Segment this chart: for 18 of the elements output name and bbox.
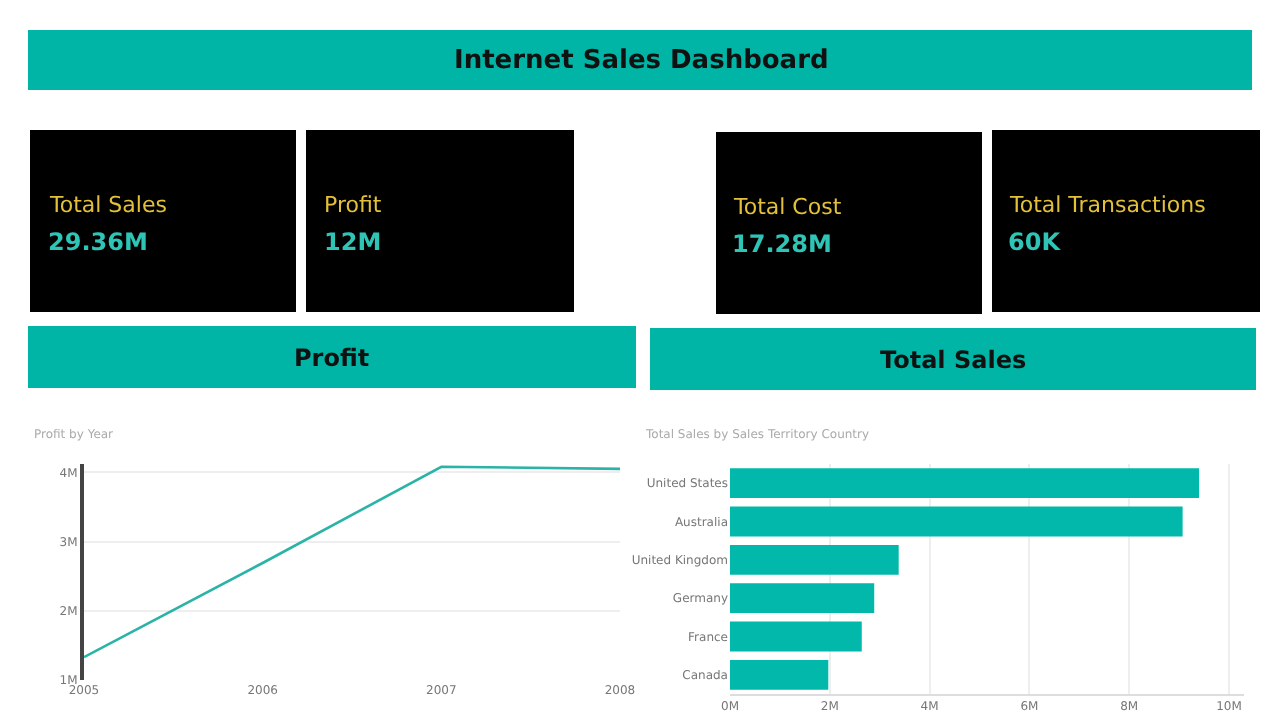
text: Total Sales: [880, 346, 1027, 374]
text: Internet Sales Dashboard: [454, 46, 829, 76]
bar: [730, 544, 899, 575]
text: Total Transactions: [1008, 192, 1207, 218]
text: Total Sales: [48, 192, 168, 218]
bar: [730, 583, 875, 614]
text: 29.36M: [48, 228, 148, 256]
bar: [730, 659, 829, 690]
line-series: [84, 465, 620, 659]
bar: [730, 506, 1183, 537]
text: 60K: [1008, 228, 1062, 256]
text: Profit: [324, 192, 383, 218]
text: Total Cost: [732, 194, 843, 220]
bar: [730, 468, 1200, 499]
bar: [730, 621, 862, 652]
text: 17.28M: [732, 230, 832, 258]
text: Profit: [294, 344, 370, 372]
text: 12M: [324, 228, 382, 256]
